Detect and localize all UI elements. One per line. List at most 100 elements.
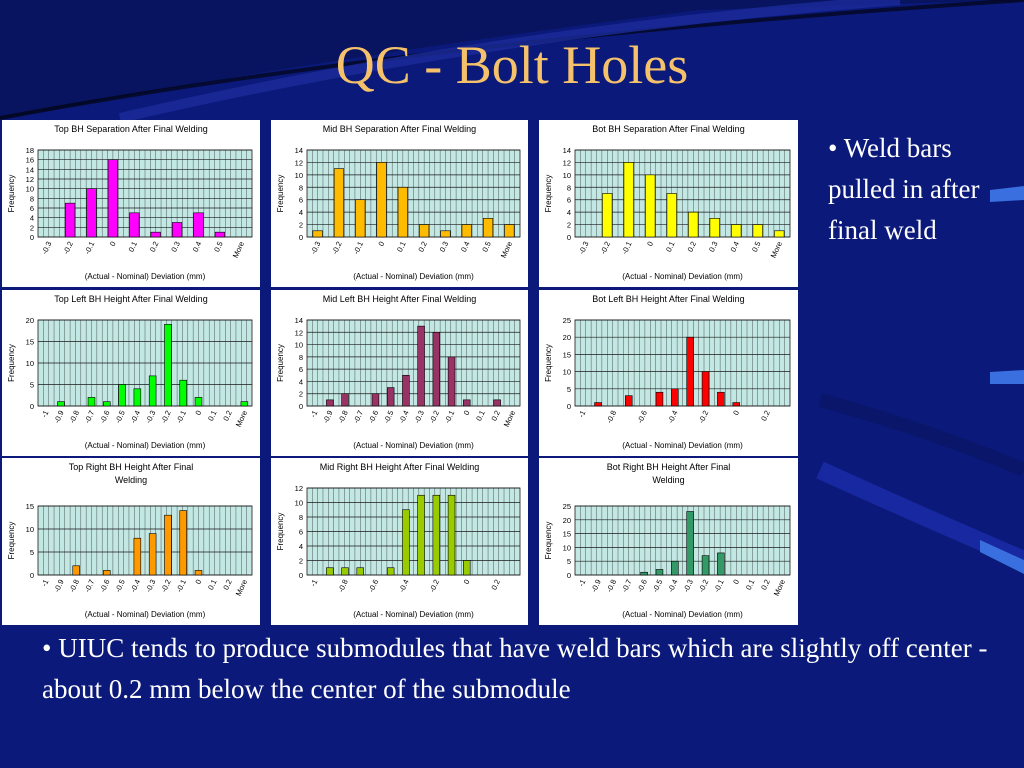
chart-title: Bot BH Separation After Final Welding xyxy=(592,124,744,134)
y-axis-label: Frequency xyxy=(7,344,16,382)
y-tick-label: 0 xyxy=(299,233,303,242)
bar xyxy=(594,402,602,407)
x-tick-label: -0.5 xyxy=(113,409,127,425)
x-tick-label: 0 xyxy=(193,409,203,417)
bar xyxy=(133,537,142,576)
bar xyxy=(623,162,634,238)
y-tick-label: 6 xyxy=(299,528,303,537)
bar xyxy=(701,555,710,576)
x-tick-label: 0.4 xyxy=(459,240,472,253)
y-tick-label: 2 xyxy=(30,223,34,232)
y-axis-label: Frequency xyxy=(544,175,553,213)
bar xyxy=(118,384,126,407)
bar xyxy=(240,401,249,407)
bar xyxy=(133,388,142,407)
y-tick-label: 0 xyxy=(567,402,571,411)
bar xyxy=(701,371,710,407)
bar xyxy=(397,186,408,238)
x-tick-label: -0.5 xyxy=(113,578,127,594)
y-tick-label: 4 xyxy=(30,214,34,223)
x-tick-label: 0.2 xyxy=(489,409,502,422)
y-tick-label: 10 xyxy=(26,185,34,194)
y-tick-label: 0 xyxy=(30,233,34,242)
x-tick-label: 0 xyxy=(462,578,472,586)
y-tick-label: 10 xyxy=(26,525,34,534)
x-tick-label: More xyxy=(234,409,249,428)
y-tick-label: 10 xyxy=(26,359,34,368)
bar xyxy=(164,323,172,407)
bar xyxy=(731,224,742,238)
bar xyxy=(655,391,664,407)
chart-svg: Top BH Separation After Final Welding024… xyxy=(7,124,253,281)
x-tick-label: -0.4 xyxy=(129,409,143,425)
y-tick-label: 4 xyxy=(299,377,303,386)
bar xyxy=(148,533,157,576)
x-axis-label: (Actual - Nominal) Deviation (mm) xyxy=(622,610,743,619)
x-tick-label: -0.8 xyxy=(67,578,81,594)
bar xyxy=(326,567,334,576)
chart-mid-bh-separation: Mid BH Separation After Final Welding 0 2 4… xyxy=(271,120,528,287)
x-tick-label: More xyxy=(502,409,517,428)
bar xyxy=(179,510,187,576)
y-tick-label: 15 xyxy=(563,530,571,539)
y-tick-label: 0 xyxy=(299,402,303,411)
bar xyxy=(103,401,111,407)
bar xyxy=(463,399,471,407)
y-tick-label: 20 xyxy=(26,316,34,325)
y-tick-label: 15 xyxy=(26,338,34,347)
y-tick-label: 20 xyxy=(563,333,571,342)
y-axis-label: Frequency xyxy=(7,522,16,560)
chart-bot-right-bh-height: Bot Right BH Height After Final Welding 0 5… xyxy=(539,458,798,625)
x-tick-label: 0.1 xyxy=(664,240,677,253)
y-axis-label: Frequency xyxy=(276,344,285,382)
y-tick-label: 14 xyxy=(295,146,303,155)
x-tick-label: -0.8 xyxy=(67,409,81,425)
x-tick-label: 0.1 xyxy=(127,240,140,253)
y-tick-label: 6 xyxy=(30,204,34,213)
x-tick-label: 0.2 xyxy=(759,409,772,422)
x-tick-label: -0.2 xyxy=(697,578,711,594)
bar xyxy=(640,571,648,576)
x-tick-label: -1 xyxy=(39,409,50,419)
y-tick-label: 5 xyxy=(567,557,571,566)
y-tick-label: 25 xyxy=(563,502,571,511)
x-tick-label: 0.1 xyxy=(206,409,219,422)
bar xyxy=(341,567,349,576)
y-tick-label: 25 xyxy=(563,316,571,325)
x-tick-label: -0.9 xyxy=(589,578,603,594)
x-tick-label: 0.5 xyxy=(480,240,493,253)
y-tick-label: 14 xyxy=(295,316,303,325)
bar xyxy=(148,375,157,407)
y-tick-label: 0 xyxy=(30,571,34,580)
y-tick-label: 10 xyxy=(563,171,571,180)
bar xyxy=(150,231,161,238)
x-tick-label: -0.5 xyxy=(382,409,396,425)
x-tick-label: 0.4 xyxy=(191,240,204,253)
y-tick-label: 12 xyxy=(26,175,34,184)
x-tick-label: -0.6 xyxy=(98,409,112,425)
chart-title: Mid Left BH Height After Final Welding xyxy=(323,294,476,304)
bar xyxy=(194,570,203,576)
x-tick-label: 0 xyxy=(376,240,386,248)
y-tick-label: 14 xyxy=(563,146,571,155)
y-axis-label: Frequency xyxy=(276,175,285,213)
x-tick-label: -0.1 xyxy=(443,409,457,425)
x-tick-label: 0.1 xyxy=(474,409,487,422)
bar xyxy=(312,230,323,238)
y-axis-label: Frequency xyxy=(544,522,553,560)
bar xyxy=(386,567,395,576)
y-tick-label: 8 xyxy=(299,513,303,522)
bar xyxy=(732,402,741,407)
bar xyxy=(103,570,111,576)
bar xyxy=(107,159,119,238)
x-tick-label: -1 xyxy=(39,578,50,588)
y-tick-label: 8 xyxy=(299,353,303,362)
x-axis-label: (Actual - Nominal) Deviation (mm) xyxy=(622,441,743,450)
x-tick-label: -0.2 xyxy=(159,409,173,425)
x-tick-label: -0.3 xyxy=(40,240,54,256)
bar xyxy=(86,188,97,238)
chart-svg: Bot BH Separation After Final Welding 0 2 4… xyxy=(544,124,791,281)
bar xyxy=(440,230,451,238)
chart-title: Bot Right BH Height After Final Welding xyxy=(607,462,731,485)
bar xyxy=(417,494,425,576)
